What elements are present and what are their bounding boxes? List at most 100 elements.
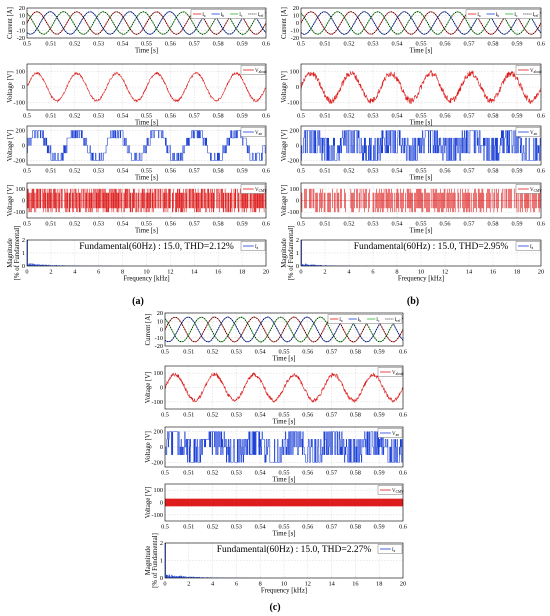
x-axis-label: Time [s] (410, 228, 433, 235)
x-tick-label: 0.56 (302, 412, 313, 419)
x-tick-label: 0.57 (463, 41, 474, 48)
plot-frame (26, 63, 267, 111)
plot-area (27, 71, 266, 103)
plot-area (27, 130, 266, 161)
x-tick-label: 0.51 (45, 168, 56, 175)
y-tick-label: 0 (160, 444, 163, 451)
x-tick-label: 0.52 (207, 524, 218, 531)
x-tick-label: 0 (299, 269, 302, 276)
plot-frame (300, 125, 542, 166)
chart-a-vload: 0.5 0.51 0.52 0.53 0.54 0.55 0.56 0.57 0.58 0.59 0… (7, 63, 270, 127)
legend-label: Ia (477, 13, 481, 18)
x-tick-label: 0.54 (391, 221, 403, 228)
x-tick-label: 0.56 (165, 113, 176, 120)
series-pulses-van (27, 130, 266, 161)
y-tick-label: -10 (155, 335, 163, 342)
legend: Vaload (240, 65, 267, 75)
x-tick-label: 0.53 (231, 524, 242, 531)
x-tick-label: 14 (191, 269, 198, 276)
x-tick-label: 0.6 (399, 524, 407, 531)
legend-label: Ia (339, 318, 343, 323)
x-tick-label: 0.58 (350, 470, 361, 477)
x-tick-label: 0.58 (350, 524, 361, 531)
x-tick-label: 0.57 (189, 113, 200, 120)
legend-label: Ib (496, 13, 500, 18)
x-tick-label: 0.53 (93, 221, 104, 228)
x-tick-label: 0.58 (213, 168, 224, 175)
y-axis-label: Current [A] (281, 7, 288, 39)
x-axis-label: Time [s] (135, 120, 158, 127)
y-tick-label: 0 (22, 263, 25, 270)
x-tick-label: 0.6 (262, 113, 270, 120)
y-tick-label: -100 (287, 209, 299, 216)
y-axis-label: Voltage [V] (145, 431, 152, 463)
x-axis-label: Time [s] (273, 531, 296, 538)
y-tick-label: 20 (293, 5, 299, 12)
y-tick-label: 1 (296, 250, 299, 257)
x-tick-label: 0.52 (69, 168, 80, 175)
x-tick-label: 16 (215, 269, 221, 276)
legend-label: Vaload (530, 69, 542, 74)
chart-a-current: 0.5 0.51 0.52 0.53 0.54 0.55 0.56 0.57 0.58 0.59 0… (7, 5, 270, 55)
x-tick-label: 0.6 (399, 412, 407, 419)
panel-label: (a) (132, 296, 144, 307)
y-tick-label: -200 (287, 158, 299, 165)
x-tick-label: 0.6 (537, 113, 545, 120)
plot-area (301, 69, 541, 105)
x-tick-label: 4 (73, 269, 77, 276)
x-tick-label: 0.5 (297, 221, 305, 228)
x-tick-label: 0.55 (415, 221, 426, 228)
x-tick-label: 0.59 (237, 41, 248, 48)
legend-label: Ib (221, 13, 225, 18)
y-tick-label: 2 (296, 237, 299, 244)
plot-frame (26, 7, 267, 39)
y-tick-label: 0 (160, 385, 163, 392)
x-tick-label: 0.6 (537, 221, 545, 228)
x-tick-label: 0 (25, 269, 28, 276)
series-pulses-vcmv (301, 188, 541, 213)
x-tick-label: 0.53 (231, 412, 242, 419)
x-tick-label: 0.58 (487, 168, 498, 175)
series-line-iref (165, 316, 403, 343)
x-tick-label: 0.55 (278, 349, 289, 356)
y-axis-label: Voltage [V] (281, 130, 288, 162)
panel-label: (c) (269, 602, 280, 613)
x-axis-label: Time [s] (273, 356, 296, 363)
x-tick-label: 2 (49, 269, 52, 276)
y-tick-label: -100 (13, 209, 25, 216)
chart-b-vpulse: 0.5 0.51 0.52 0.53 0.54 0.55 0.56 0.57 0.58 0.59 0… (281, 125, 545, 182)
legend-label: Vaload (392, 371, 404, 376)
plot-area (165, 372, 403, 403)
x-tick-label: 0.55 (415, 168, 426, 175)
x-tick-label: 0 (163, 581, 166, 588)
x-tick-label: 0.56 (302, 470, 313, 477)
y-tick-label: -100 (287, 99, 299, 106)
x-tick-label: 0.56 (439, 221, 450, 228)
legend-label: VCMV (255, 188, 267, 193)
x-tick-label: 0.57 (326, 470, 337, 477)
x-tick-label: 18 (514, 269, 520, 276)
x-tick-label: 20 (263, 269, 269, 276)
x-tick-label: 0.54 (255, 524, 267, 531)
y-tick-label: -100 (151, 399, 163, 406)
x-tick-label: 18 (239, 269, 245, 276)
plot-frame (164, 542, 404, 579)
y-tick-label: 0 (296, 84, 299, 91)
plot-frame (26, 239, 267, 267)
x-tick-label: 0.59 (511, 113, 522, 120)
y-axis-label: [% of Fundamental] (288, 226, 295, 281)
y-axis-label: [% of Fundamental] (152, 533, 159, 588)
series-pulses-van (301, 130, 541, 161)
x-tick-label: 0.56 (165, 221, 176, 228)
y-tick-label: 100 (154, 370, 163, 377)
x-tick-label: 14 (466, 269, 473, 276)
y-axis-label: Voltage [V] (7, 130, 14, 162)
x-tick-label: 0.53 (367, 113, 378, 120)
x-tick-label: 0.52 (207, 412, 218, 419)
x-tick-label: 0.58 (487, 221, 498, 228)
x-tick-label: 0.59 (374, 412, 385, 419)
x-tick-label: 0.52 (207, 470, 218, 477)
legend-label: Vaload (255, 69, 267, 74)
x-tick-label: 0.51 (45, 113, 56, 120)
